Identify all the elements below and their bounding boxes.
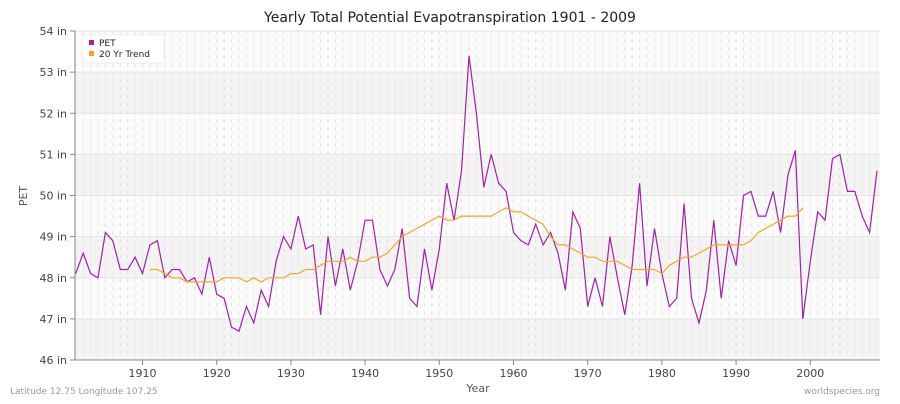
x-tick-label: 1990 [722,367,750,380]
y-tick-label: 47 in [39,313,67,326]
legend-swatch-pet [89,40,94,45]
background-band [75,277,880,319]
legend-label-pet: PET [99,39,116,49]
x-ticks: 1910 1920 1930 1940 1950 1960 1970 1980 1990 2000 [129,360,824,380]
x-tick-label: 1930 [277,367,305,380]
vertical-grid [75,31,878,360]
x-tick-label: 1950 [425,367,453,380]
legend-swatch-trend [89,51,94,56]
background-band [75,31,880,73]
y-tick-label: 49 in [39,231,67,244]
x-tick-label: 1980 [648,367,676,380]
y-tick-label: 53 in [39,66,67,79]
pet-series-line [75,55,878,333]
y-axis-label: PET [17,186,30,207]
y-tick-label: 50 in [39,190,67,203]
x-tick-label: 1970 [574,367,602,380]
background-band [75,236,880,278]
y-ticks: 46 in 47 in 48 in 49 in 50 in 51 in 52 in 53 in… [39,25,75,367]
x-tick-label: 2000 [796,367,824,380]
y-tick-label: 54 in [39,25,67,38]
legend-label-trend: 20 Yr Trend [99,50,150,60]
y-tick-label: 51 in [39,148,67,161]
trend-series-line [149,207,804,283]
y-tick-label: 46 in [39,354,67,367]
legend: PET 20 Yr Trend [81,34,165,64]
footer-source: worldspecies.org [804,387,880,397]
x-tick-label: 1920 [203,367,231,380]
x-tick-label: 1910 [129,367,157,380]
series-lines [75,55,878,333]
background-band [75,318,880,360]
y-tick-label: 48 in [39,272,67,285]
x-axis-label: Year [465,382,490,395]
background-band [75,72,880,114]
background-band [75,154,880,196]
chart-title: Yearly Total Potential Evapotranspiratio… [263,10,636,26]
footer-location: Latitude 12.75 Longitude 107.25 [10,387,158,397]
y-tick-label: 52 in [39,107,67,120]
x-tick-label: 1940 [351,367,379,380]
legend-box [81,34,165,64]
x-tick-label: 1960 [499,367,527,380]
